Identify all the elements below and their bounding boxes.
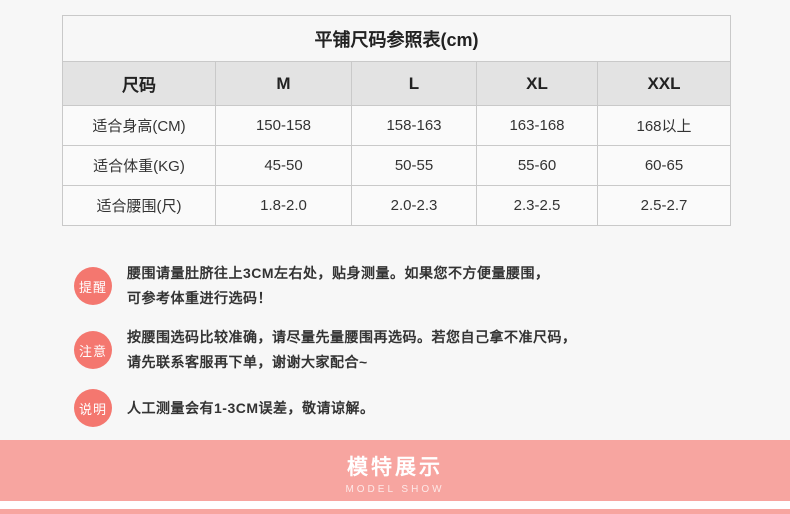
note-explanation: 说明 人工测量会有1-3CM误差，敬请谅解。 — [74, 389, 734, 427]
note-attention: 注意 按腰围选码比较准确，请尽量先量腰围再选码。若您自己拿不准尺码， 请先联系客… — [74, 325, 734, 375]
banner-title: 模特展示 — [347, 456, 443, 479]
cell-weight-l: 50-55 — [351, 145, 477, 186]
attention-text-line1: 按腰围选码比较准确，请尽量先量腰围再选码。若您自己拿不准尺码， — [127, 329, 577, 345]
table-row-waist: 适合腰围(尺) 1.8-2.0 2.0-2.3 2.3-2.5 2.5-2.7 — [62, 185, 732, 226]
cell-height-m: 150-158 — [215, 105, 352, 146]
cell-weight-xl: 55-60 — [476, 145, 598, 186]
reminder-text: 腰围请量肚脐往上3CM左右处，贴身测量。如果您不方便量腰围， 可参考体重进行选码… — [127, 261, 550, 311]
cell-waist-l: 2.0-2.3 — [351, 185, 477, 226]
explanation-badge: 说明 — [74, 389, 112, 427]
cell-weight-m: 45-50 — [215, 145, 352, 186]
cell-height-xxl: 168以上 — [596, 105, 732, 146]
explanation-text-line1: 人工测量会有1-3CM误差，敬请谅解。 — [127, 399, 375, 416]
reminder-text-line2: 可参考体重进行选码！ — [127, 290, 272, 306]
cell-waist-xl: 2.3-2.5 — [476, 185, 598, 226]
model-show-banner: 模特展示 MODEL SHOW — [0, 440, 790, 501]
banner-subtitle: MODEL SHOW — [345, 484, 445, 495]
size-chart-table: 平铺尺码参照表(cm) 尺码 M L XL XXL 适合身高(CM) 150-1… — [61, 15, 732, 226]
cell-waist-xxl: 2.5-2.7 — [596, 185, 732, 226]
table-title-row: 平铺尺码参照表(cm) — [61, 15, 732, 62]
col-header-l: L — [351, 61, 477, 106]
explanation-text: 人工测量会有1-3CM误差，敬请谅解。 — [127, 396, 375, 421]
cell-height-xl: 163-168 — [476, 105, 598, 146]
attention-text-line2: 请先联系客服再下单，谢谢大家配合~ — [127, 354, 368, 370]
attention-text: 按腰围选码比较准确，请尽量先量腰围再选码。若您自己拿不准尺码， 请先联系客服再下… — [127, 325, 577, 375]
note-reminder: 提醒 腰围请量肚脐往上3CM左右处，贴身测量。如果您不方便量腰围， 可参考体重进… — [74, 261, 734, 311]
row-label-weight: 适合体重(KG) — [62, 145, 216, 186]
col-header-xl: XL — [476, 61, 598, 106]
cell-height-l: 158-163 — [351, 105, 477, 146]
row-label-height: 适合身高(CM) — [62, 105, 216, 146]
bottom-strip — [0, 509, 790, 514]
reminder-text-line1: 腰围请量肚脐往上3CM左右处，贴身测量。如果您不方便量腰围， — [127, 265, 550, 281]
banner-gap — [0, 501, 790, 509]
table-title: 平铺尺码参照表(cm) — [61, 15, 732, 62]
notes-section: 提醒 腰围请量肚脐往上3CM左右处，贴身测量。如果您不方便量腰围， 可参考体重进… — [74, 261, 734, 441]
table-header-row: 尺码 M L XL XXL — [62, 61, 732, 106]
col-header-size: 尺码 — [62, 61, 216, 106]
col-header-xxl: XXL — [596, 61, 732, 106]
attention-badge: 注意 — [74, 331, 112, 369]
table-row-weight: 适合体重(KG) 45-50 50-55 55-60 60-65 — [62, 145, 732, 186]
reminder-badge: 提醒 — [74, 267, 112, 305]
cell-waist-m: 1.8-2.0 — [215, 185, 352, 226]
row-label-waist: 适合腰围(尺) — [62, 185, 216, 226]
table-row-height: 适合身高(CM) 150-158 158-163 163-168 168以上 — [62, 105, 732, 146]
cell-weight-xxl: 60-65 — [596, 145, 732, 186]
col-header-m: M — [215, 61, 352, 106]
